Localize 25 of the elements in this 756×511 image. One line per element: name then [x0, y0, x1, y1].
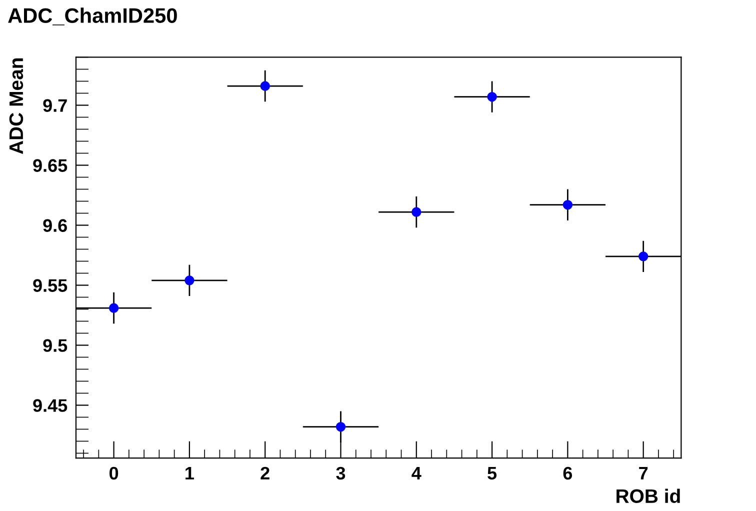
point — [638, 252, 648, 262]
x-tick-label: 7 — [639, 467, 648, 480]
x-tick-label: 4 — [412, 467, 422, 480]
x-tick-label: 3 — [336, 466, 346, 480]
y-tick-label: 9.7 — [43, 99, 67, 112]
point — [336, 422, 346, 432]
point — [412, 207, 422, 217]
y-tick-label: 9.55 — [33, 279, 68, 292]
point — [108, 303, 119, 313]
y-tick-label: 9.45 — [33, 399, 68, 412]
x-axis-title: ROB id — [616, 488, 680, 504]
x-tick-label: 5 — [488, 467, 497, 480]
y-tick-label: 9.5 — [43, 339, 68, 352]
chart-title: ADC_ChamID250 — [8, 8, 177, 26]
x-tick-label: 0 — [109, 466, 118, 480]
y-tick-label: 9.6 — [43, 219, 67, 232]
y-tick-label: 9.65 — [33, 159, 68, 172]
point — [487, 92, 497, 102]
point — [562, 200, 573, 210]
x-tick-label: 1 — [186, 467, 194, 480]
y-axis-title: ADC Mean — [9, 58, 24, 154]
x-tick-label: 6 — [563, 466, 572, 480]
point — [260, 81, 270, 91]
point — [184, 276, 194, 286]
x-tick-label: 2 — [260, 466, 270, 480]
